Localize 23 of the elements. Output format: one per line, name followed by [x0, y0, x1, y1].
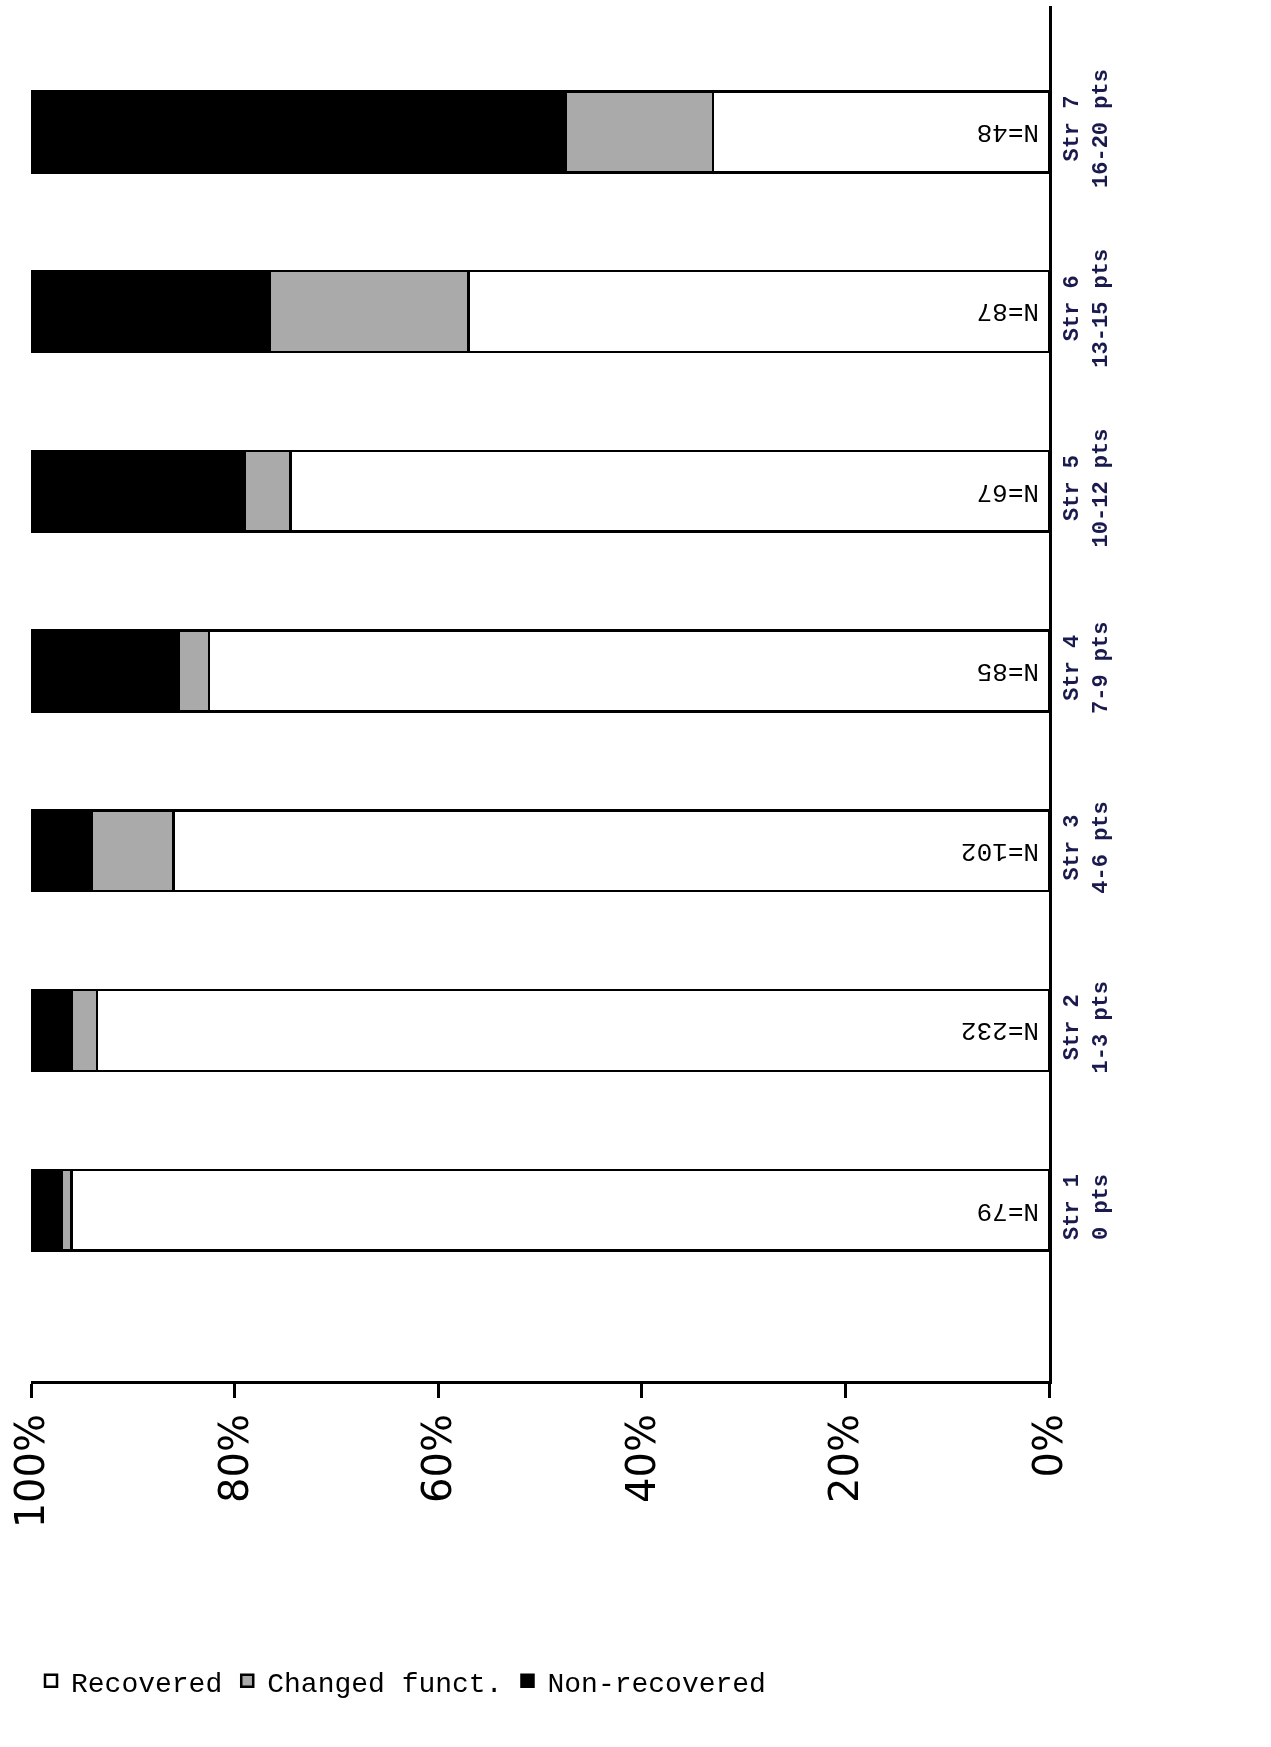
annotation: N=232 — [960, 1015, 1039, 1046]
y-tick-label: Str 6 13-15 pts — [1060, 248, 1114, 368]
y-tick-label: Str 4 7-9 pts — [1060, 621, 1114, 714]
x-tick-label: 80% — [210, 1414, 257, 1503]
annotation: N=48 — [976, 116, 1039, 147]
y-tick-label: Str 1 0 pts — [1060, 1173, 1114, 1240]
legend-label: Recovered — [71, 1668, 223, 1700]
annotation: N=79 — [976, 1195, 1039, 1226]
x-tick-label: 40% — [617, 1414, 664, 1503]
annotation: N=87 — [976, 296, 1039, 327]
y-tick-label: Str 2 1-3 pts — [1060, 981, 1114, 1074]
x-tick-label: 20% — [821, 1414, 868, 1503]
legend-label: Changed funct. — [267, 1668, 503, 1700]
x-tick-label: 60% — [414, 1414, 461, 1503]
x-tick-label: 100% — [7, 1414, 53, 1529]
y-tick-label: Str 3 4-6 pts — [1060, 801, 1114, 894]
y-tick-label: Str 7 16-20 pts — [1060, 69, 1114, 188]
annotation: N=67 — [976, 476, 1039, 507]
y-tick-label: Str 5 10-12 pts — [1060, 428, 1114, 548]
x-tick-label: 0% — [1025, 1414, 1071, 1478]
annotation: N=102 — [960, 835, 1039, 866]
annotation: N=85 — [976, 656, 1039, 687]
legend-label: Non-recovered — [547, 1668, 766, 1700]
